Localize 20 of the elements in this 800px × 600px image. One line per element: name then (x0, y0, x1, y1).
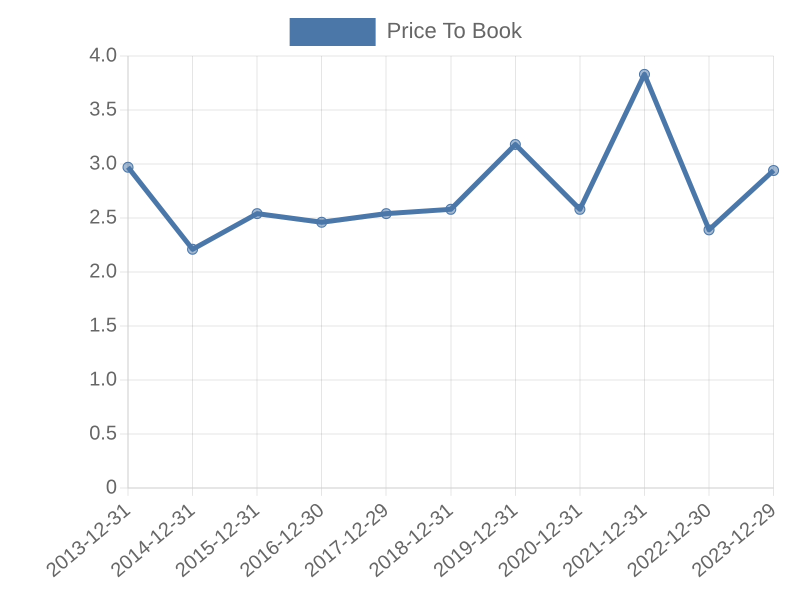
point (704, 224, 715, 236)
y-tick-label: 3.0 (89, 152, 117, 174)
y-tick-label: 2.5 (89, 206, 117, 228)
point (574, 204, 586, 215)
y-tick-label: 3.5 (89, 98, 117, 120)
y-tick-label: 0 (106, 476, 117, 498)
legend-label: Price To Book (386, 18, 523, 44)
point (768, 164, 780, 176)
point (187, 244, 198, 255)
y-tick-label: 2.0 (89, 260, 117, 282)
point (316, 216, 328, 228)
point (380, 208, 392, 220)
y-tick-label: 1.5 (89, 314, 117, 336)
y-tick-label: 1.0 (89, 368, 117, 390)
y-tick-label: 4.0 (89, 44, 117, 67)
point (510, 139, 521, 150)
point (445, 204, 456, 215)
point (122, 162, 134, 173)
point (252, 208, 263, 220)
y-tick-label: 0.5 (89, 422, 117, 444)
